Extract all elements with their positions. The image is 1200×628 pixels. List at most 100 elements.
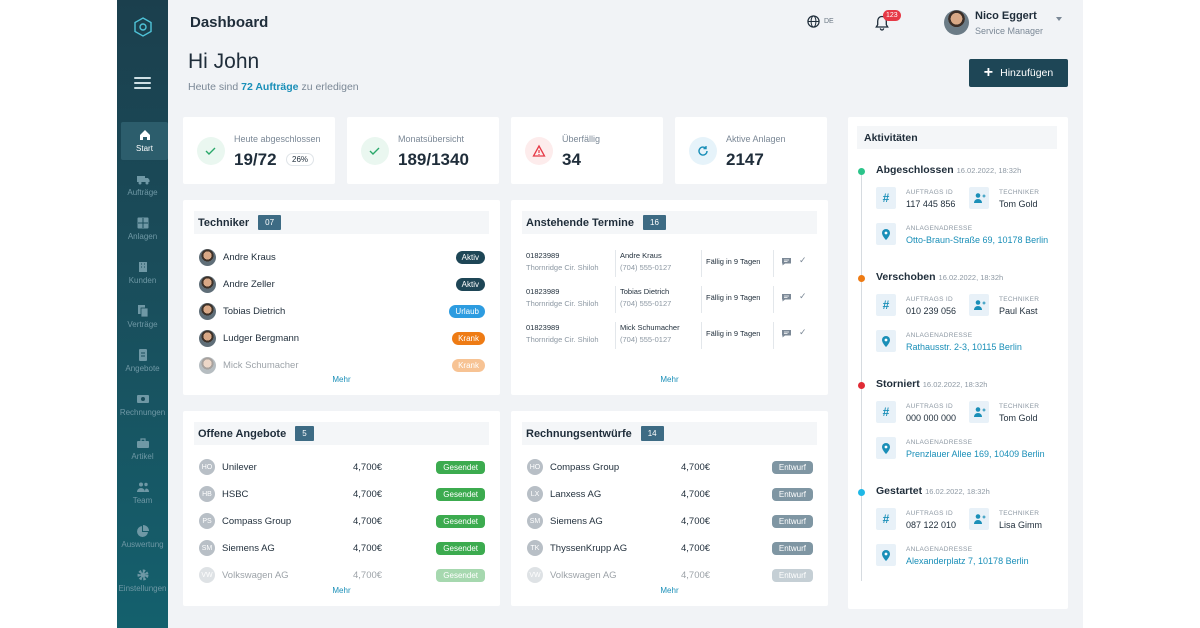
list-item[interactable]: TK ThyssenKrupp AG 4,700€ Entwurf [527,539,813,557]
list-item[interactable]: SM Siemens AG 4,700€ Gesendet [199,539,485,557]
more-link[interactable]: Mehr [660,375,679,384]
appointment-row[interactable]: 01823989 Thornridge Cir. Shiloh Tobias Di… [526,286,816,316]
sidebar-item-angebote[interactable]: Angebote [117,342,168,380]
sidebar-item-rechnungen[interactable]: Rechnungen [117,386,168,424]
order-id-value: 117 445 856 [906,199,956,209]
add-button[interactable]: + Hinzufügen [969,59,1068,87]
list-item[interactable]: SM Siemens AG 4,700€ Entwurf [527,512,813,530]
list-item[interactable]: VW Volkswagen AG 4,700€ Entwurf [527,566,813,584]
chevron-down-icon[interactable] [1056,17,1062,21]
check-icon[interactable]: ✓ [799,291,807,301]
user-avatar[interactable] [944,10,969,35]
address-link[interactable]: Prenzlauer Allee 169, 10409 Berlin [906,449,1045,459]
invoice-icon [138,349,147,361]
avatar [199,329,216,347]
more-link[interactable]: Mehr [332,586,351,595]
company-name: Compass Group [550,461,620,473]
stat-card[interactable]: Überfällig 34 [511,117,663,184]
sidebar-item-artikel[interactable]: Artikel [117,430,168,468]
amount: 4,700€ [353,488,383,500]
appointment-id: 01823989 Thornridge Cir. Shiloh [526,322,599,346]
panel-title: Offene Angebote [198,427,287,440]
percent-badge: 26% [286,153,315,166]
orders-count-link[interactable]: 72 Aufträge [241,81,299,93]
company-avatar: SM [199,540,215,556]
company-avatar: VW [199,567,215,583]
invoice-drafts-panel: Rechnungsentwürfe 14 HO Compass Group 4,7… [511,411,828,606]
address-link[interactable]: Rathausstr. 2-3, 10115 Berlin [906,342,1022,352]
truck-icon [136,176,149,185]
sidebar-item-kunden[interactable]: Kunden [117,254,168,292]
technicians-panel: Techniker 07 Andre Kraus Aktiv Andre Zell… [183,200,500,395]
language-label: DE [824,18,834,25]
user-name[interactable]: Nico Eggert [975,10,1037,22]
event-status: Verschoben [876,271,936,283]
due-text: Fällig in 9 Tagen [706,293,761,302]
list-item[interactable]: HB HSBC 4,700€ Gesendet [199,485,485,503]
address-link[interactable]: Alexanderplatz 7, 10178 Berlin [906,556,1029,566]
check-icon[interactable]: ✓ [799,327,807,337]
sidebar-item-auswertung[interactable]: Auswertung [117,518,168,556]
list-item[interactable]: Ludger Bergmann Krank [199,329,485,347]
list-item[interactable]: Mick Schumacher Krank [199,356,485,374]
stat-card[interactable]: Monatsübersicht 189/1340 [347,117,499,184]
address-label: ANLAGENADRESSE [906,225,973,232]
sidebar-item-start[interactable]: Start [121,122,168,160]
sidebar-item-auftrge[interactable]: Aufträge [117,166,168,204]
technician-name: Andre Zeller [223,278,275,290]
appointment-row[interactable]: 01823989 Thornridge Cir. Shiloh Mick Schu… [526,322,816,352]
list-item[interactable]: HO Unilever 4,700€ Gesendet [199,458,485,476]
address-label: ANLAGENADRESSE [906,439,973,446]
logo-icon[interactable] [133,17,153,37]
list-item[interactable]: Tobias Dietrich Urlaub [199,302,485,320]
greeting-title: Hi John [188,50,260,73]
sidebar-item-vertrge[interactable]: Verträge [117,298,168,336]
list-item[interactable]: LX Lanxess AG 4,700€ Entwurf [527,485,813,503]
avatar [199,275,216,293]
technician-name: Tobias Dietrich [223,305,286,317]
stat-card[interactable]: Aktive Anlagen 2147 [675,117,827,184]
comment-icon[interactable] [781,293,792,302]
comment-icon[interactable] [781,257,792,266]
stat-card[interactable]: Heute abgeschlossen 19/72 26% [183,117,335,184]
sidebar-item-label: Verträge [127,320,158,329]
menu-toggle-icon[interactable] [134,77,151,89]
status-badge: Gesendet [436,460,485,474]
sidebar-item-team[interactable]: Team [117,474,168,512]
list-item[interactable]: VW Volkswagen AG 4,700€ Gesendet [199,566,485,584]
sidebar-item-label: Auswertung [121,540,164,549]
list-item[interactable]: HO Compass Group 4,700€ Entwurf [527,458,813,476]
technician-icon [969,401,989,423]
more-link[interactable]: Mehr [660,586,679,595]
more-link[interactable]: Mehr [332,375,351,384]
address-link[interactable]: Otto-Braun-Straße 69, 10178 Berlin [906,235,1049,245]
list-item[interactable]: PS Compass Group 4,700€ Gesendet [199,512,485,530]
technician-label: TECHNIKER [999,403,1040,410]
sidebar-item-anlagen[interactable]: Anlagen [117,210,168,248]
status-badge: Entwurf [771,568,813,582]
sidebar-item-einstellungen[interactable]: Einstellungen [117,562,168,600]
amount: 4,700€ [681,488,711,500]
event-title: Storniert 16.02.2022, 18:32h [876,378,987,390]
language-switcher[interactable]: DE [807,15,834,28]
list-item[interactable]: Andre Zeller Aktiv [199,275,485,293]
stat-label: Heute abgeschlossen [234,134,321,144]
address-label: ANLAGENADRESSE [906,546,973,553]
home-icon [139,130,150,140]
check-icon[interactable]: ✓ [799,255,807,265]
subtitle-text: zu erledigen [301,81,359,93]
comment-icon[interactable] [781,329,792,338]
status-dot [858,489,865,496]
divider [615,250,616,277]
appointment-row[interactable]: 01823989 Thornridge Cir. Shiloh Andre Kra… [526,250,816,280]
technician-value: Lisa Gimm [999,520,1043,530]
event-time: 16.02.2022, 18:32h [938,273,1004,282]
sidebar: Start Aufträge Anlagen Kunden Verträge A… [117,0,168,628]
refresh-icon [689,137,717,165]
amount: 4,700€ [681,461,711,473]
count-badge: 14 [640,426,664,441]
globe-icon [807,15,820,28]
sidebar-item-label: Aufträge [127,188,158,197]
list-item[interactable]: Andre Kraus Aktiv [199,248,485,266]
pie-chart-icon [136,525,149,537]
